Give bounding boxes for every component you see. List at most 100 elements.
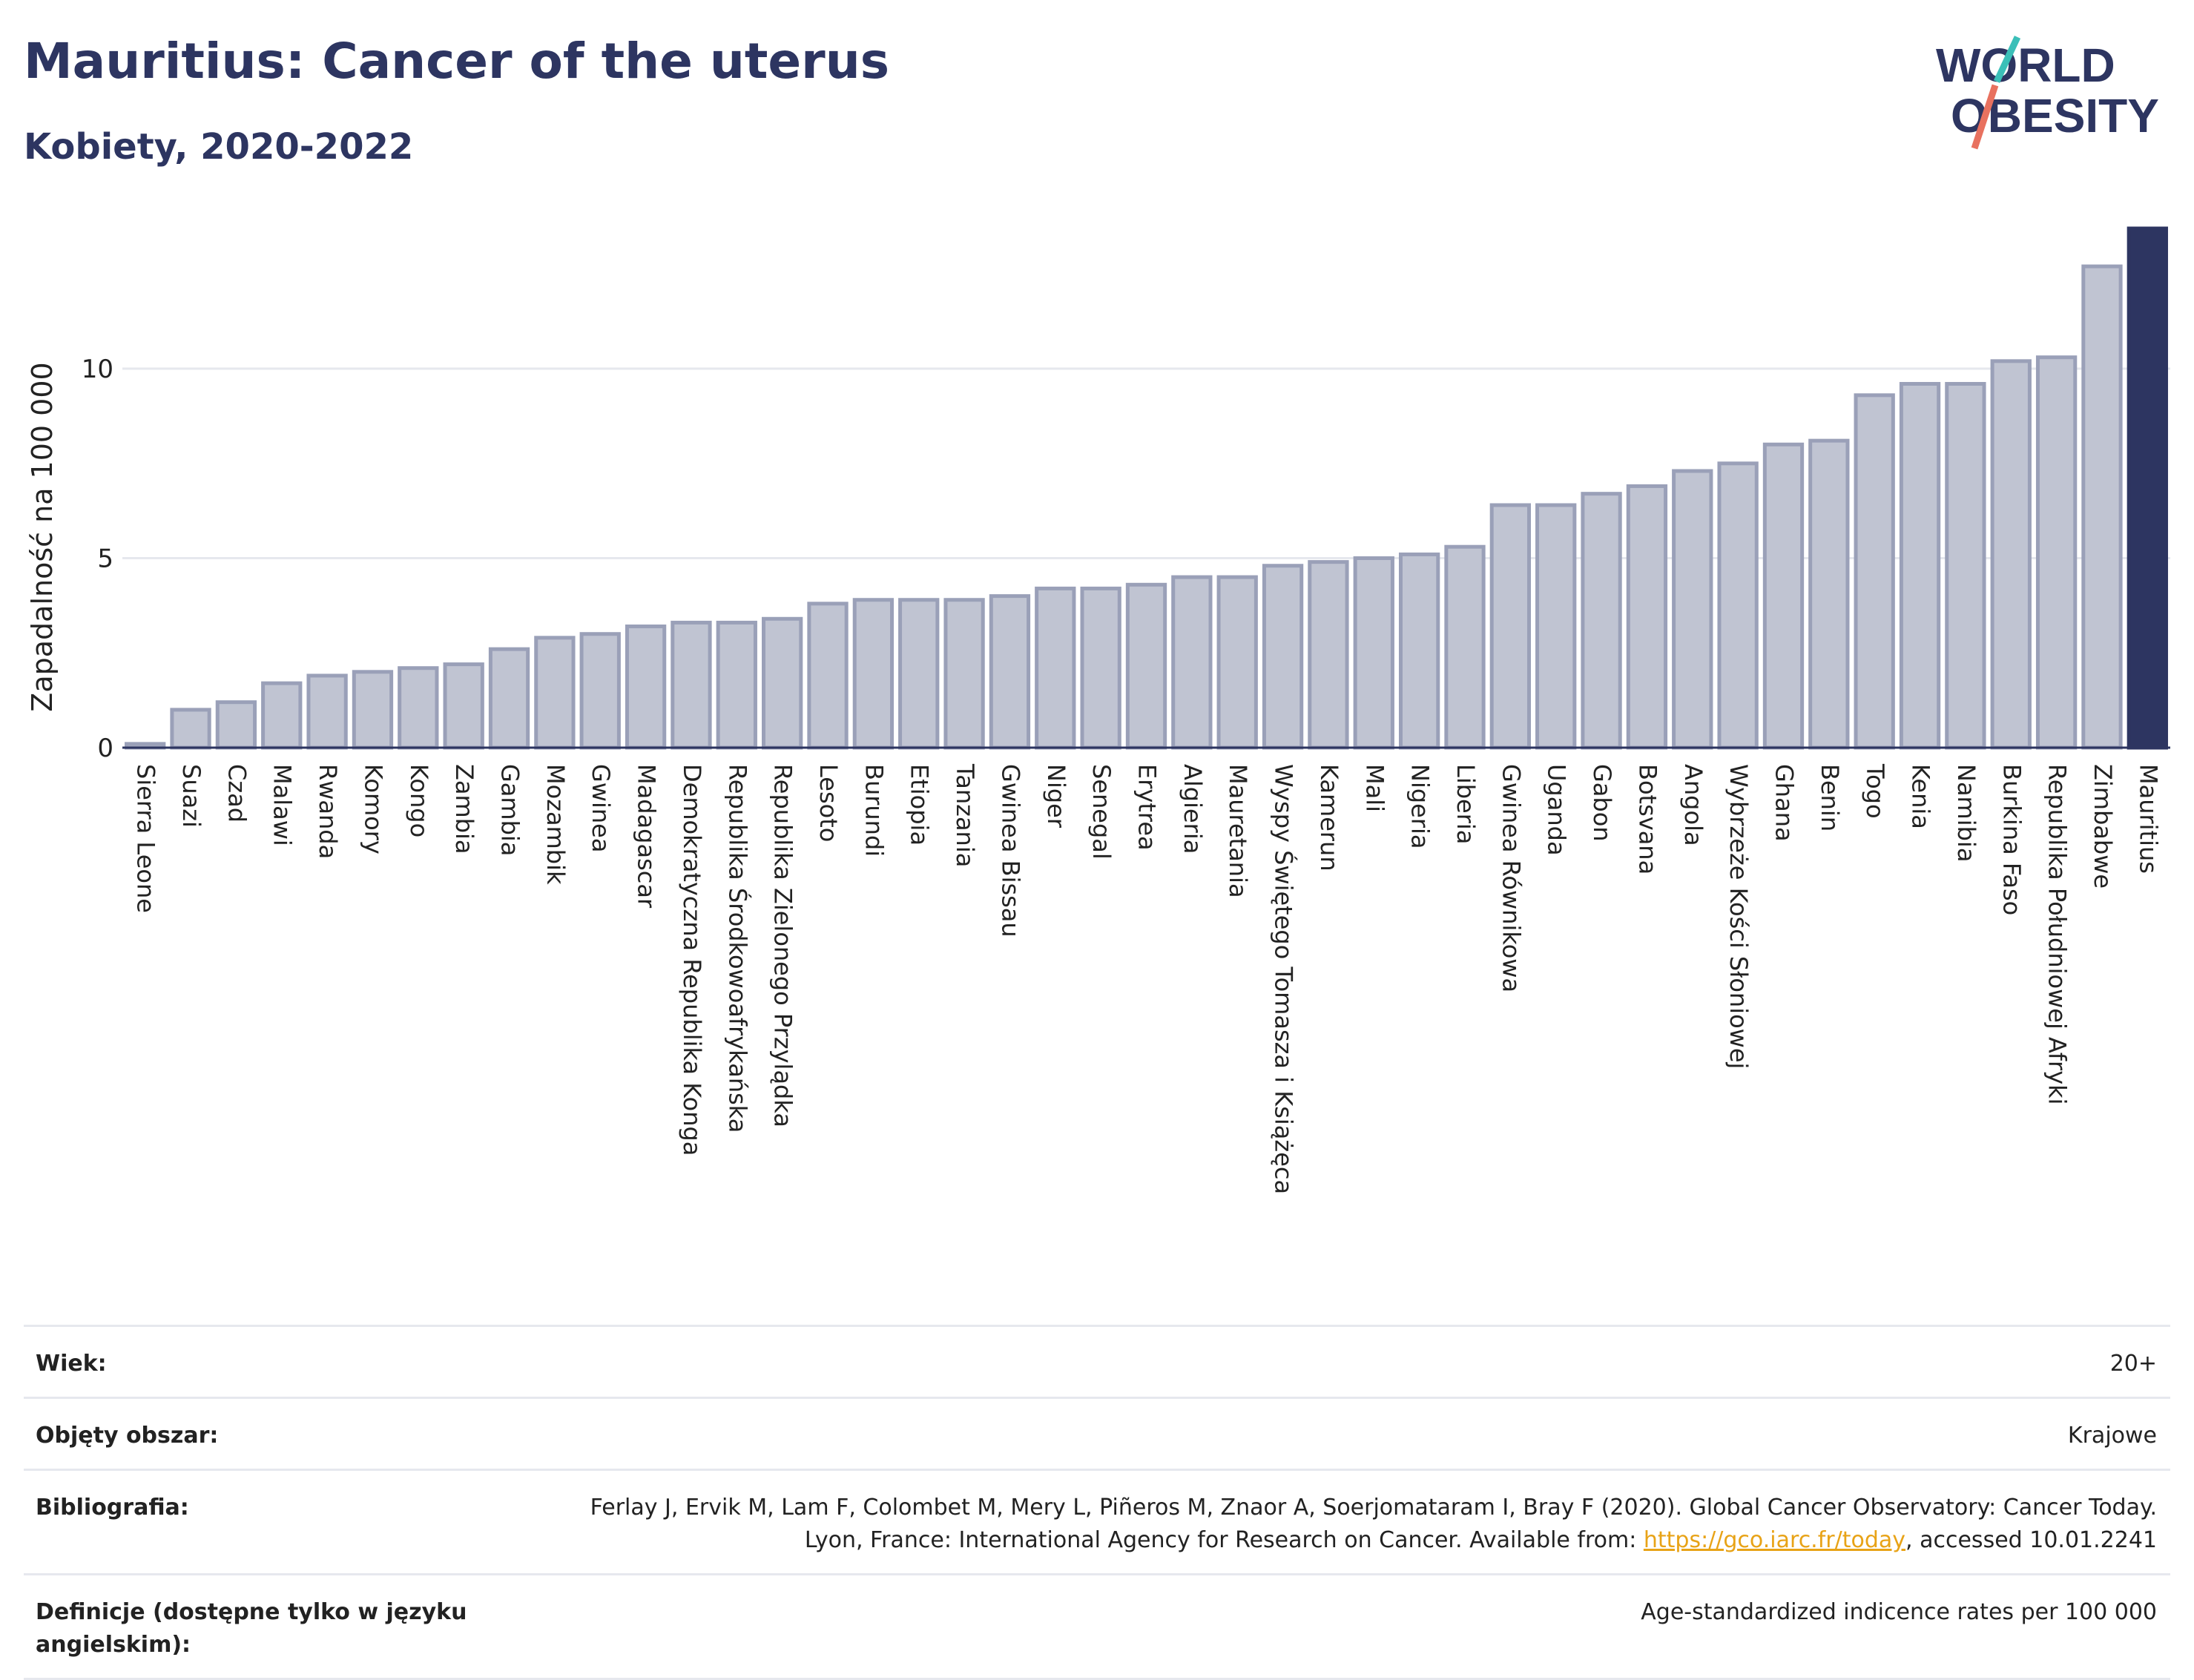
meta-value: Age-standardized indicence rates per 100… <box>1641 1599 2157 1625</box>
bar <box>1672 469 1713 750</box>
bar <box>1308 560 1349 750</box>
x-tick-label: Lesoto <box>814 764 843 842</box>
x-tick-label: Gabon <box>1588 764 1616 842</box>
x-tick-label: Republika Południowej Afryki <box>2043 764 2072 1105</box>
bar <box>170 708 211 750</box>
x-tick-label: Togo <box>1861 763 1889 819</box>
x-tick-label: Malawi <box>269 764 297 846</box>
x-tick-label: Uganda <box>1543 764 1571 856</box>
logo-slash-teal <box>1993 36 2021 83</box>
meta-label: Definicje (dostępne tylko w języku angie… <box>36 1599 467 1658</box>
x-tick-label: Gwinea <box>587 764 615 852</box>
x-tick-label: Suazi <box>177 764 205 828</box>
x-tick-label: Republika Środkowoafrykańska <box>723 764 752 1133</box>
bar <box>2035 355 2078 750</box>
x-tick-label: Botsvana <box>1633 764 1661 874</box>
meta-value: 20+ <box>2109 1351 2157 1377</box>
logo-slash-coral <box>1971 84 1999 150</box>
bar <box>1535 503 1577 750</box>
x-tick-label: Ghana <box>1770 764 1798 842</box>
x-tick-label: Mali <box>1360 764 1388 812</box>
meta-row-definitions: Definicje (dostępne tylko w języku angie… <box>24 1573 2170 1680</box>
x-tick-label: Erytrea <box>1133 764 1162 851</box>
x-tick-label: Kamerun <box>1315 764 1343 872</box>
bar <box>898 598 940 750</box>
bar-chart: 0 5 10 Zapadalność na 100 000 Sierra Leone Su… <box>0 208 2194 1320</box>
x-tick-label: Czad <box>223 764 251 823</box>
bar <box>1762 442 1805 750</box>
bar <box>2081 264 2123 750</box>
bar <box>625 624 667 750</box>
bar <box>943 598 985 750</box>
x-tick-label: Madagascar <box>633 764 661 909</box>
x-tick-label: Namibia <box>1952 764 1980 862</box>
bar <box>1990 359 2032 750</box>
bar <box>1899 381 1941 750</box>
x-tick-label: Kenia <box>1907 764 1935 829</box>
bar <box>807 602 849 750</box>
x-tick-label: Komory <box>359 764 387 854</box>
meta-label: Bibliografia: <box>36 1495 189 1521</box>
bar <box>352 670 394 750</box>
world-obesity-logo: WORLD OBESITY <box>1928 30 2173 163</box>
chart-subtitle: Kobiety, 2020-2022 <box>24 126 414 168</box>
y-tick-label: 0 <box>97 734 113 763</box>
x-tick-label: Wybrzeże Kości Słoniowej <box>1724 764 1753 1069</box>
meta-row-bibliography: Bibliografia: Ferlay J, Ervik M, Lam F, … <box>24 1469 2170 1573</box>
x-tick-label: Liberia <box>1452 764 1480 844</box>
y-tick-label: 10 <box>82 355 113 384</box>
bar <box>1171 575 1213 750</box>
bar <box>443 662 484 750</box>
x-tick-label: Senegal <box>1087 764 1116 860</box>
logo-text-world: WORLD <box>1936 39 2115 92</box>
x-tick-label: Gambia <box>496 764 524 856</box>
bar <box>1626 484 1668 750</box>
bar <box>1398 552 1440 750</box>
metadata-table: Wiek: 20+ Objęty obszar: Krajowe Bibliog… <box>24 1325 2170 1680</box>
bar <box>1489 503 1532 750</box>
bar <box>1262 564 1304 750</box>
bar <box>488 647 530 750</box>
x-tick-label: Angola <box>1679 764 1707 846</box>
x-tick-label: Tanzania <box>951 763 979 867</box>
x-tick-label: Gwinea Bissau <box>996 764 1024 938</box>
x-tick-label: Sierra Leone <box>132 764 160 913</box>
x-tick-label: Demokratyczna Republika Konga <box>678 764 706 1156</box>
x-tick-label: Niger <box>1042 764 1070 829</box>
meta-label: Wiek: <box>36 1351 107 1377</box>
chart-title: Mauritius: Cancer of the uterus <box>24 33 889 90</box>
meta-value: Ferlay J, Ervik M, Lam F, Colombet M, Me… <box>562 1492 2157 1557</box>
meta-row-area: Objęty obszar: Krajowe <box>24 1397 2170 1469</box>
x-tick-label: Etiopia <box>906 764 934 846</box>
x-tick-label: Gwinea Równikowa <box>1497 764 1525 992</box>
bar <box>215 700 257 750</box>
bar <box>852 598 895 750</box>
bar <box>1353 556 1394 750</box>
source-link[interactable]: https://gco.iarc.fr/today <box>1643 1527 1906 1553</box>
bar <box>534 636 576 750</box>
x-tick-label: Benin <box>1816 764 1844 831</box>
bar <box>1854 393 1895 750</box>
bar <box>671 620 712 750</box>
bar <box>2127 226 2168 750</box>
x-tick-label: Republika Zielonego Przylądka <box>769 764 797 1127</box>
x-tick-label: Nigeria <box>1406 764 1434 849</box>
bar <box>1717 461 1759 750</box>
bar <box>989 594 1031 750</box>
x-tick-label: Algieria <box>1179 764 1207 854</box>
meta-row-age: Wiek: 20+ <box>24 1325 2170 1397</box>
x-tick-label: Rwanda <box>314 764 342 859</box>
x-tick-label: Kongo <box>405 764 433 837</box>
bar <box>1945 381 1986 750</box>
x-tick-label: Mauretania <box>1224 764 1252 898</box>
x-tick-label: Wyspy Świętego Tomasza i Książęca <box>1270 764 1299 1194</box>
bar <box>1808 438 1850 750</box>
x-tick-label: Zimbabwe <box>2089 764 2117 889</box>
bar <box>398 666 439 750</box>
y-axis-title: Zapadalność na 100 000 <box>26 362 59 711</box>
bar <box>1581 492 1622 750</box>
bar <box>1125 582 1167 750</box>
bar <box>1444 544 1486 750</box>
x-tick-label: Mauritius <box>2134 764 2162 874</box>
x-tick-label: Mozambik <box>541 764 570 885</box>
